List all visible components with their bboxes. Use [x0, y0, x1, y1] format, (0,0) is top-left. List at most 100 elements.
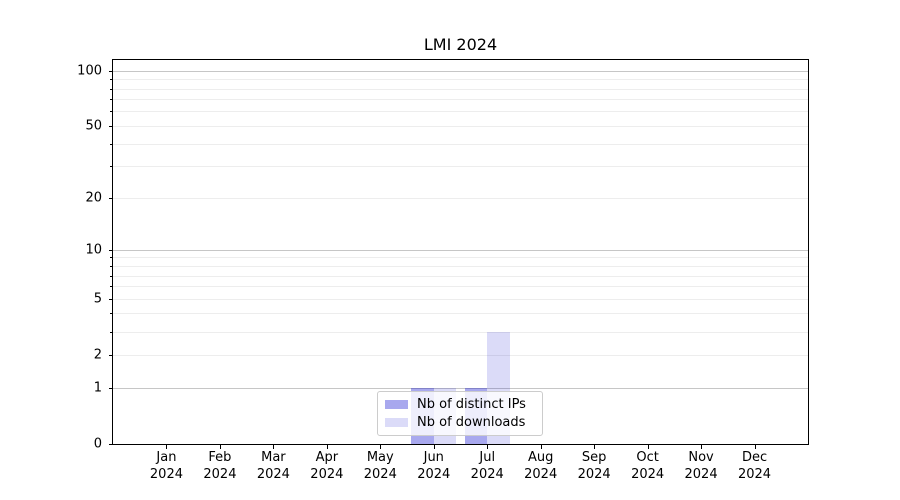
x-tick-year: 2024	[631, 467, 665, 482]
x-tick-year: 2024	[684, 467, 718, 482]
y-minor-tick-mark	[110, 313, 113, 315]
x-tick-mark	[380, 445, 382, 449]
x-tick-month: Jun	[423, 450, 444, 465]
y-minor-tick-mark	[110, 88, 113, 90]
gridline	[113, 354, 808, 356]
y-tick-mark	[108, 354, 113, 356]
x-tick-mark	[166, 445, 168, 449]
x-tick-label: Jun 2024	[417, 449, 450, 483]
y-tick-label: 5	[93, 291, 102, 307]
y-minor-tick-mark	[110, 143, 113, 145]
x-tick-label: Aug 2024	[524, 449, 557, 483]
x-tick-mark	[754, 445, 756, 449]
plot-area: Nb of distinct IPs Nb of downloads	[112, 59, 809, 445]
y-tick-mark	[108, 298, 113, 300]
gridline	[113, 88, 808, 90]
legend-item-downloads: Nb of downloads	[385, 414, 535, 430]
gridline	[113, 99, 808, 101]
legend-item-distinct-ips: Nb of distinct IPs	[385, 396, 535, 412]
x-tick-label: Jan 2024	[150, 449, 183, 483]
x-tick-year: 2024	[203, 467, 237, 482]
y-tick-label: 100	[77, 63, 102, 79]
gridline	[113, 331, 808, 333]
x-tick-year: 2024	[524, 467, 558, 482]
legend: Nb of distinct IPs Nb of downloads	[377, 391, 543, 436]
y-minor-tick-mark	[110, 331, 113, 333]
gridline	[113, 266, 808, 267]
legend-swatch-ips-icon	[385, 400, 408, 409]
y-minor-tick-mark	[110, 286, 113, 288]
y-tick-mark	[108, 387, 113, 389]
y-tick-label: 10	[85, 242, 102, 258]
gridline	[113, 298, 808, 300]
y-tick-label: 20	[85, 190, 102, 206]
x-tick-month: Aug	[527, 450, 554, 465]
x-tick-label: Apr 2024	[310, 449, 343, 483]
x-tick-month: Jan	[156, 450, 177, 465]
gridline	[113, 275, 808, 277]
y-tick-mark	[108, 197, 113, 199]
x-tick-month: Oct	[636, 450, 659, 465]
bars-layer	[113, 60, 808, 444]
x-tick-label: Nov 2024	[685, 449, 718, 483]
x-tick-year: 2024	[417, 467, 451, 482]
gridline	[113, 143, 808, 145]
x-tick-label: Mar 2024	[257, 449, 290, 483]
x-tick-month: Jul	[479, 450, 496, 465]
x-tick-month: Mar	[261, 450, 286, 465]
x-tick-month: Sep	[581, 450, 607, 465]
y-tick-mark	[108, 70, 113, 72]
y-minor-tick-mark	[110, 275, 113, 277]
y-tick-label: 2	[93, 347, 102, 363]
x-tick-year: 2024	[363, 467, 397, 482]
y-minor-tick-mark	[110, 111, 113, 113]
gridlines-layer	[113, 60, 808, 444]
x-tick-month: Feb	[208, 450, 232, 465]
y-tick-mark	[108, 249, 113, 251]
y-minor-tick-mark	[110, 79, 113, 81]
x-tick-label: Oct 2024	[631, 449, 664, 483]
y-tick-label: 0	[93, 436, 102, 452]
y-minor-tick-mark	[110, 257, 113, 259]
x-tick-label: Feb 2024	[203, 449, 236, 483]
x-tick-month: May	[366, 450, 394, 465]
chart-title: LMI 2024	[423, 35, 498, 54]
x-tick-mark	[594, 445, 596, 449]
x-tick-mark	[433, 445, 435, 449]
y-tick-label: 1	[93, 380, 102, 396]
legend-label-distinct-ips: Nb of distinct IPs	[417, 396, 526, 412]
gridline	[113, 79, 808, 81]
x-tick-mark	[540, 445, 542, 449]
gridline	[113, 70, 808, 72]
y-tick-label: 50	[85, 118, 102, 134]
x-tick-label: May 2024	[364, 449, 397, 483]
x-tick-mark	[701, 445, 703, 449]
y-minor-tick-mark	[110, 266, 113, 267]
x-tick-label: Sep 2024	[578, 449, 611, 483]
gridline	[113, 166, 808, 168]
gridline	[113, 257, 808, 259]
gridline	[113, 387, 808, 389]
gridline	[113, 197, 808, 199]
x-tick-year: 2024	[577, 467, 611, 482]
x-tick-mark	[219, 445, 221, 449]
gridline	[113, 111, 808, 113]
legend-label-downloads: Nb of downloads	[417, 414, 526, 430]
x-tick-year: 2024	[470, 467, 504, 482]
x-tick-year: 2024	[256, 467, 290, 482]
y-minor-tick-mark	[110, 99, 113, 101]
x-tick-mark	[487, 445, 489, 449]
x-tick-year: 2024	[310, 467, 344, 482]
gridline	[113, 286, 808, 288]
gridline	[113, 313, 808, 315]
legend-swatch-downloads-icon	[385, 418, 408, 427]
y-minor-tick-mark	[110, 166, 113, 168]
x-tick-year: 2024	[737, 467, 772, 482]
x-tick-label: Jul 2024	[471, 449, 504, 483]
x-tick-month: Nov	[688, 450, 714, 465]
x-tick-label: Dec 2024	[738, 449, 771, 483]
x-tick-month: Apr	[315, 450, 339, 465]
x-tick-mark	[647, 445, 649, 449]
x-tick-year: 2024	[149, 467, 183, 482]
